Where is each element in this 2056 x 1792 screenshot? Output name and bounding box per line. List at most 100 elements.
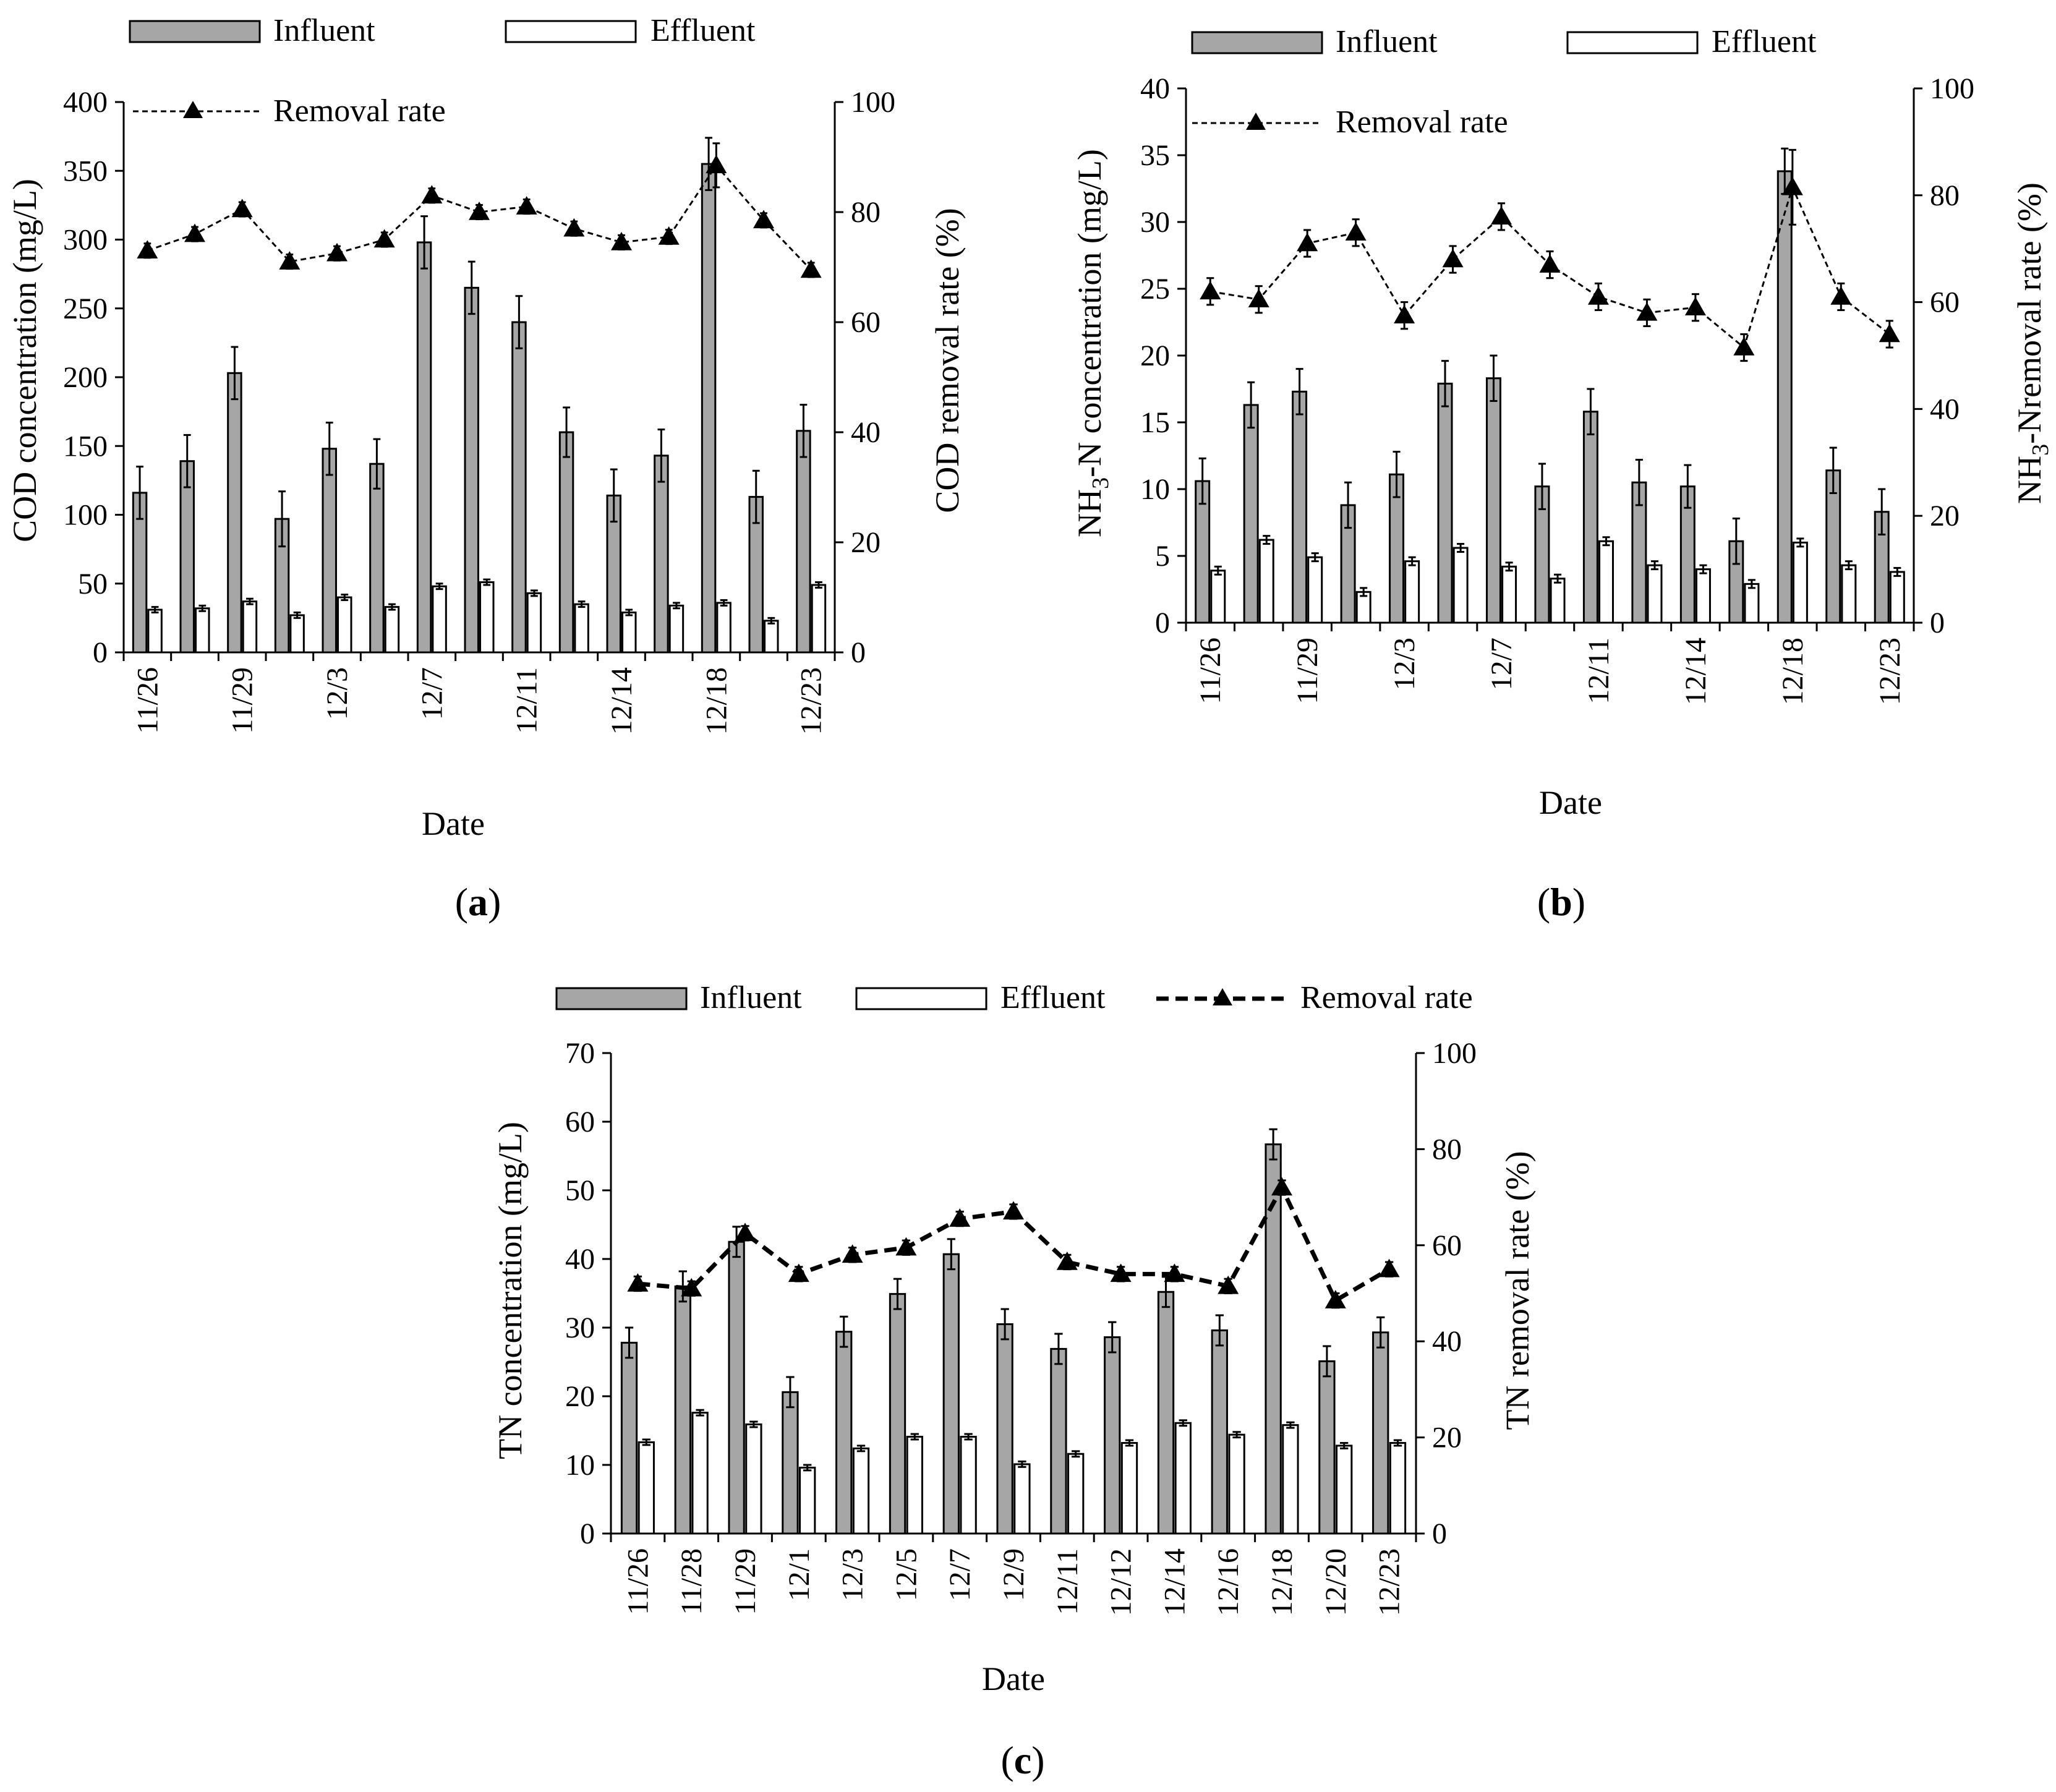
removal-rate-point [658, 226, 680, 245]
removal-rate-point [1684, 297, 1706, 315]
y2-axis-title-b: NH3-Nremoval rate (%) [2011, 182, 2054, 504]
y2-tick-label: 100 [1930, 72, 1974, 105]
removal-rate-point [231, 198, 253, 218]
removal-rate-point [788, 1263, 809, 1282]
y-tick-label: 50 [78, 568, 108, 600]
x-tick-label: 12/3 [321, 667, 354, 720]
y2-tick-label: 80 [1930, 179, 1960, 212]
y-tick-label: 40 [1140, 72, 1170, 105]
removal-rate-point [373, 229, 395, 248]
removal-rate-point [326, 242, 348, 262]
y-tick-label: 40 [565, 1243, 595, 1276]
legend-influent-swatch [1191, 31, 1323, 54]
effluent-bar [1404, 560, 1420, 624]
removal-rate-point [1830, 286, 1852, 305]
removal-rate-point [1271, 1177, 1292, 1196]
y2-tick-label: 20 [1930, 500, 1960, 532]
effluent-bar [1282, 1424, 1299, 1535]
effluent-bar [147, 608, 163, 654]
effluent-bar [1695, 568, 1711, 624]
y-tick-label: 300 [63, 224, 108, 257]
removal-rate-point [184, 223, 205, 242]
x-tick-label: 12/20 [1320, 1548, 1352, 1616]
y-tick-label: 70 [565, 1037, 595, 1070]
x-axis-title-b: Date [1539, 784, 1602, 821]
y2-tick-label: 80 [851, 196, 881, 229]
panel-label-a: (a) [455, 880, 501, 924]
x-tick-label: 11/29 [1291, 638, 1324, 704]
removal-rate-point [949, 1208, 971, 1227]
effluent-bar [1452, 547, 1469, 624]
effluent-bar [1647, 564, 1663, 624]
influent-bar [620, 1341, 638, 1535]
effluent-bar [1307, 556, 1323, 624]
influent-bar [227, 372, 242, 654]
removal-rate-point [1733, 337, 1755, 356]
effluent-bar [638, 1441, 655, 1535]
x-axis-title-c: Date [982, 1660, 1045, 1697]
legend-influent-label: Influent [1336, 24, 1438, 59]
legend-effluent-swatch [505, 20, 637, 43]
effluent-bar [1013, 1463, 1031, 1535]
legend-effluent-swatch [855, 987, 987, 1010]
influent-bar [654, 454, 669, 654]
removal-rate-point [800, 259, 822, 278]
panel-label-c: (c) [1000, 1738, 1044, 1782]
effluent-bar [811, 584, 827, 654]
removal-rate-point [895, 1237, 917, 1256]
effluent-bar [242, 600, 258, 654]
removal-rate-point [1164, 1263, 1185, 1282]
y-tick-label: 30 [1140, 206, 1170, 239]
removal-rate-line [147, 163, 812, 271]
legend-effluent-label: Effluent [650, 13, 756, 48]
influent-bar [782, 1391, 799, 1535]
effluent-bar [668, 604, 685, 654]
influent-bar [996, 1323, 1013, 1535]
chart-panel-c: Influent Effluent Removal rate 0 10 20 30 40… [492, 980, 1536, 1782]
y-tick-label: 0 [93, 636, 108, 669]
effluent-bar [764, 620, 779, 654]
effluent-bar [1389, 1441, 1407, 1535]
effluent-bar [574, 603, 589, 654]
removal-rate-point [563, 218, 585, 237]
effluent-bar [1120, 1441, 1138, 1535]
removal-rate-point [611, 231, 632, 250]
removal-rate-point [421, 185, 443, 204]
legend-c: Influent Effluent Removal rate [555, 980, 1473, 1015]
y2-tick-label: 60 [851, 306, 881, 339]
y2-tick-label: 20 [851, 526, 881, 559]
y-tick-label: 250 [63, 292, 108, 325]
chart-panel-a: Influent Effluent Removal rate 0 50 100 150… [6, 13, 966, 924]
y-tick-label: 15 [1140, 406, 1170, 439]
influent-bar [1318, 1360, 1336, 1535]
removal-rate-point [1539, 254, 1561, 273]
x-tick-label: 12/18 [1266, 1548, 1299, 1616]
effluent-bar [526, 592, 542, 654]
legend-influent-label: Influent [273, 13, 375, 48]
removal-rate-point [1003, 1201, 1024, 1220]
influent-bar [1437, 382, 1453, 624]
removal-rate-point [1056, 1251, 1078, 1270]
influent-bar [1104, 1336, 1121, 1535]
legend-a: Influent Effluent Removal rate [129, 13, 756, 129]
x-tick-label: 11/29 [226, 667, 259, 734]
y-tick-label: 60 [565, 1106, 595, 1138]
chart-panel-b: Influent Effluent Removal rate 0 5 10 15 20 2… [1071, 24, 2054, 924]
effluent-bar [1067, 1453, 1085, 1535]
x-tick-label: 12/18 [700, 667, 733, 735]
y-tick-label: 350 [63, 155, 108, 187]
legend-influent-label: Influent [700, 980, 802, 1015]
influent-bar [369, 463, 385, 654]
effluent-bar [432, 585, 447, 654]
removal-rate-point [681, 1278, 702, 1297]
x-tick-label: 12/11 [1051, 1548, 1084, 1615]
legend-removal-label: Removal rate [1300, 980, 1473, 1015]
x-tick-label: 12/1 [783, 1548, 816, 1601]
influent-bar [701, 163, 717, 654]
x-tick-label: 12/14 [1158, 1548, 1191, 1616]
effluent-bar [1889, 571, 1905, 624]
x-tick-label: 12/9 [997, 1548, 1030, 1601]
removal-rate-point [1394, 305, 1415, 323]
influent-bar [1372, 1331, 1389, 1535]
